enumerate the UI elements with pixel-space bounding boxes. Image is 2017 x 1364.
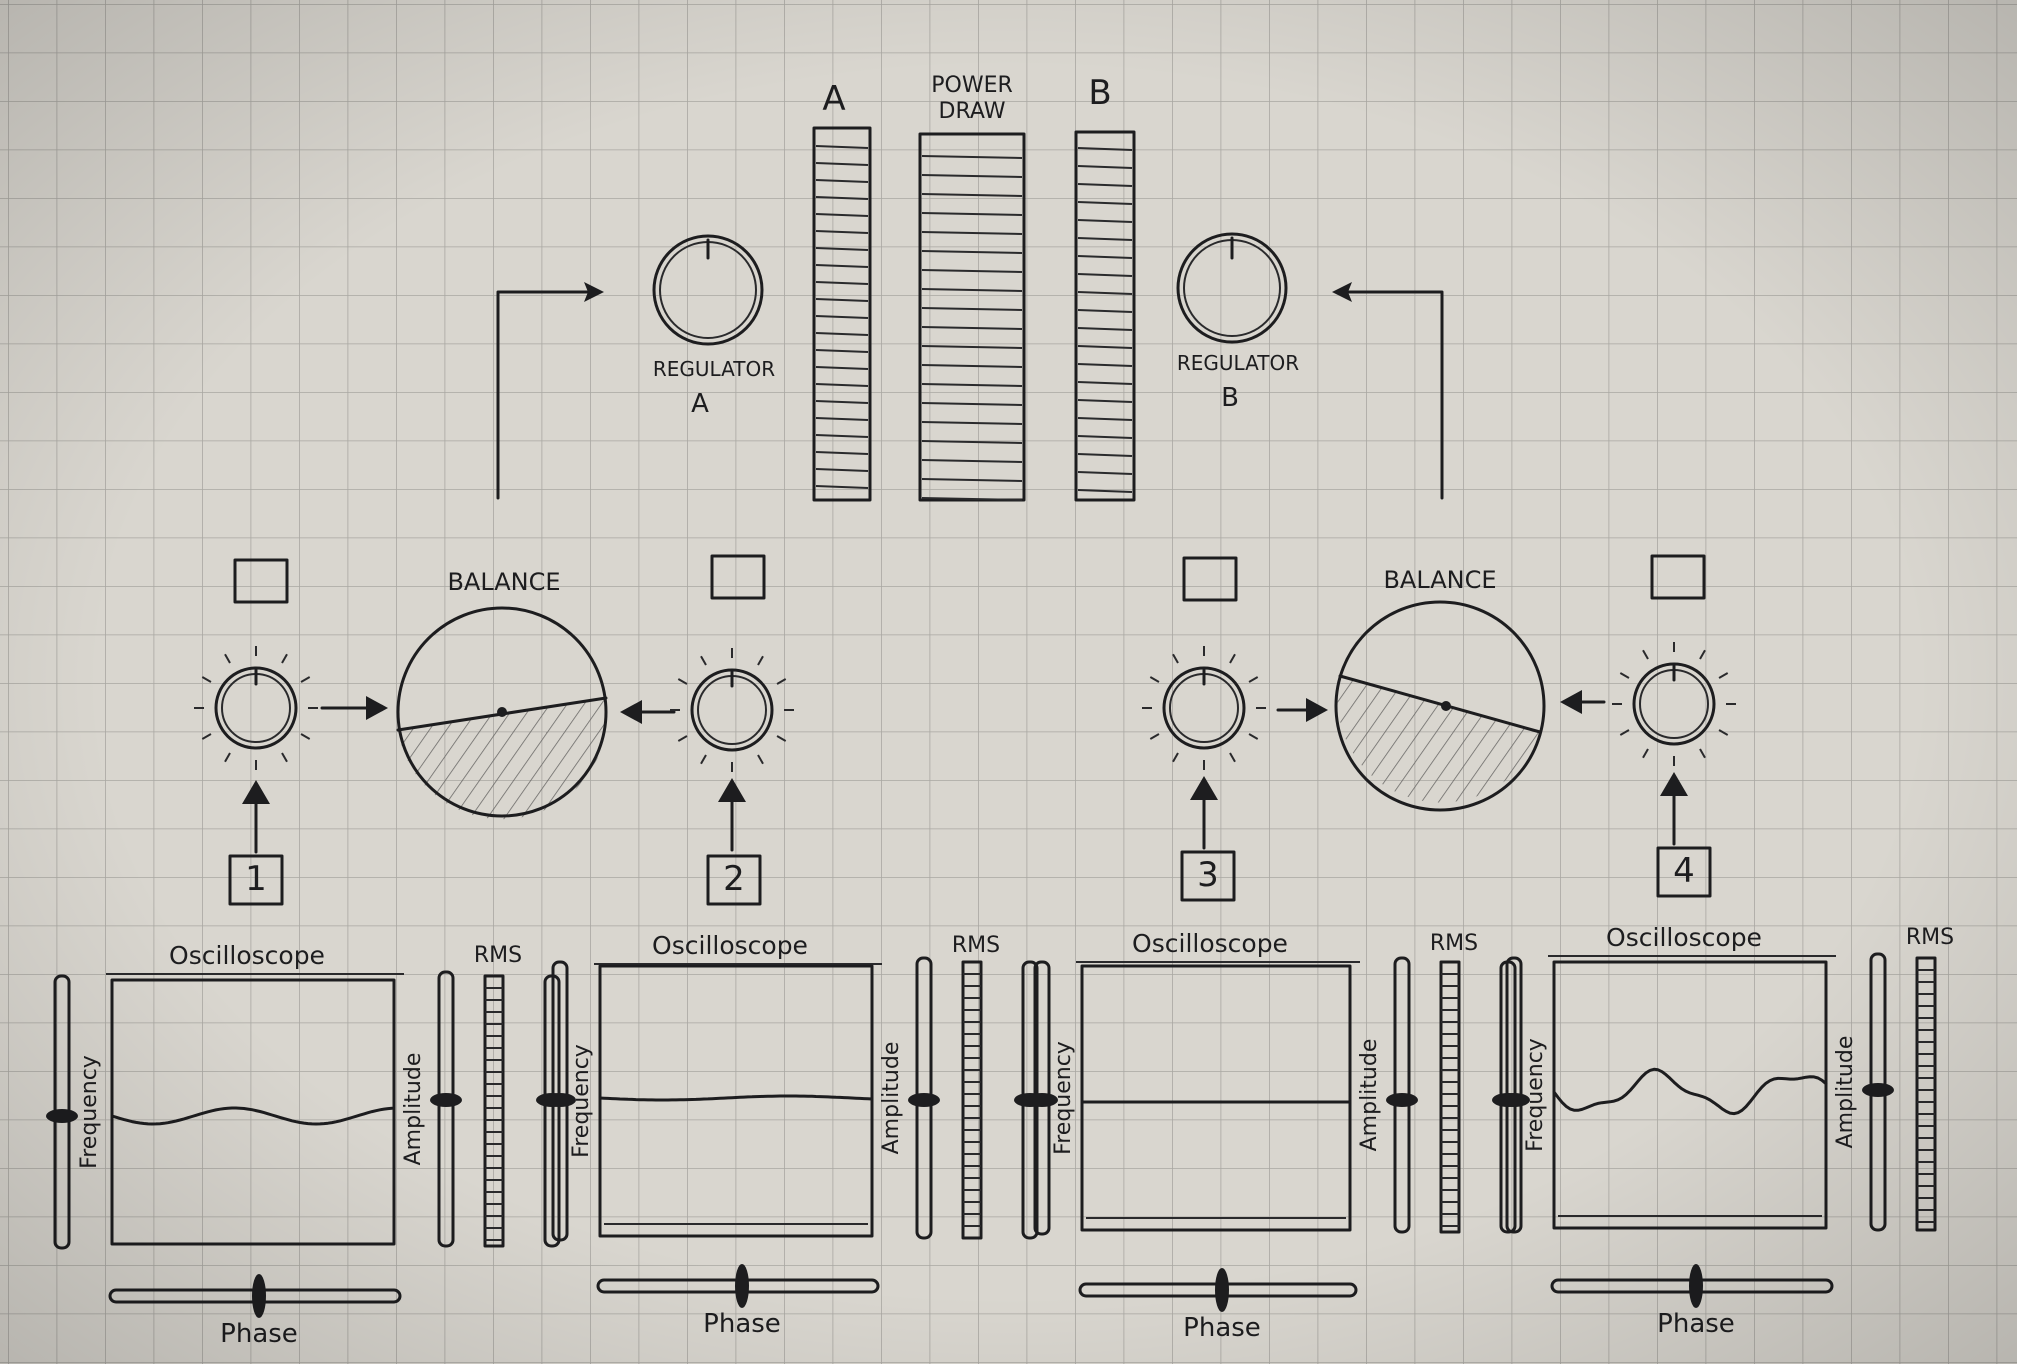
vignette — [0, 0, 2017, 1364]
sketch-canvas: A POWER DRAW B REGULATOR A REGULATOR B B… — [0, 0, 2017, 1364]
sketch-svg: A POWER DRAW B REGULATOR A REGULATOR B B… — [0, 0, 2017, 1364]
